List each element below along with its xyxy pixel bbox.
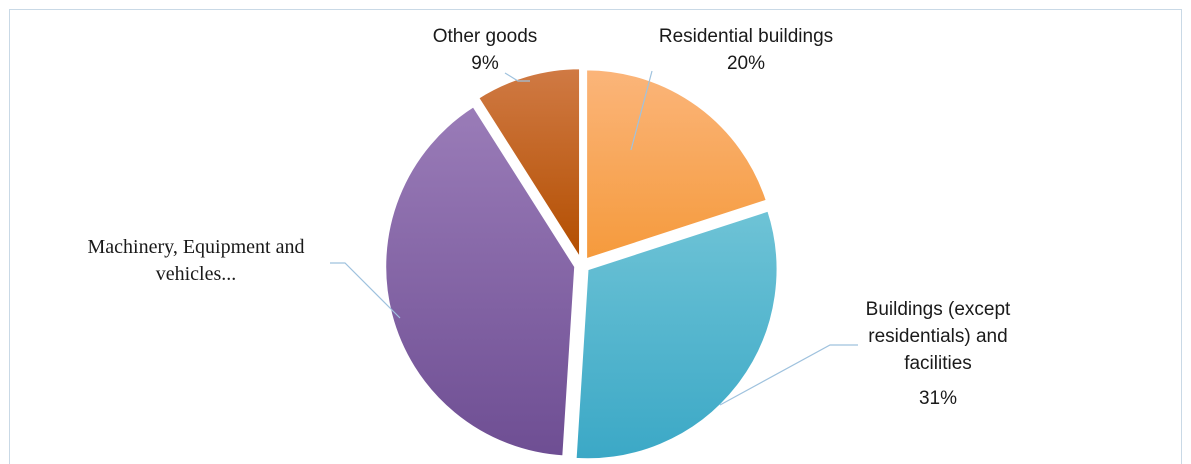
slice-label-residential: Residential buildings <box>659 26 833 47</box>
slice-value-buildings: 31% <box>919 388 957 409</box>
slice-label-machinery-line2: vehicles... <box>156 263 237 285</box>
slice-value-other: 9% <box>471 53 499 74</box>
leader-line-other <box>504 72 530 82</box>
slice-label-buildings-line3: facilities <box>904 353 972 374</box>
pie-slice-residential <box>585 68 769 261</box>
pie-slice-buildings <box>574 209 779 461</box>
slice-label-buildings-line1: Buildings (except <box>866 299 1011 320</box>
slice-label-other: Other goods <box>433 26 538 47</box>
pie-slice-machinery <box>384 104 577 458</box>
pie-slice-other <box>476 67 582 262</box>
leader-line-residential <box>630 70 653 151</box>
leader-line-machinery <box>330 262 401 319</box>
slice-label-machinery-line1: Machinery, Equipment and <box>88 236 305 258</box>
leader-line-buildings <box>719 344 858 406</box>
slice-value-residential: 20% <box>727 53 765 74</box>
slice-label-buildings-line2: residentials) and <box>868 326 1007 347</box>
